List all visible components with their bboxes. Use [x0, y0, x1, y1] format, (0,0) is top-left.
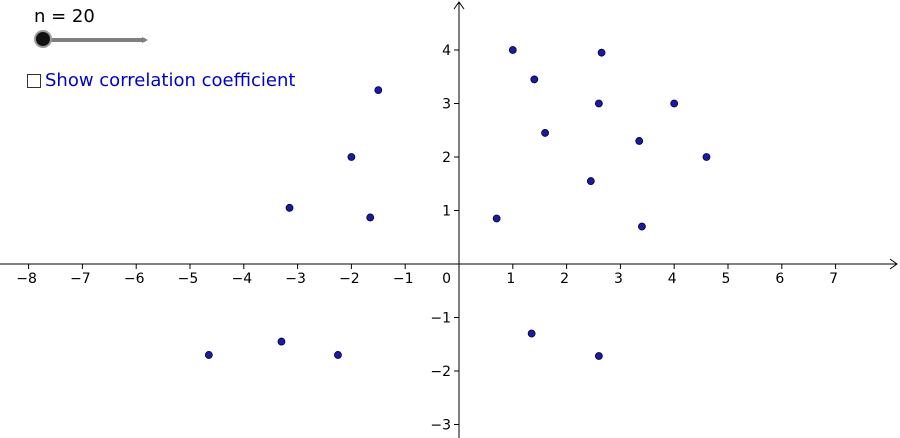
y-tick-label: −2: [430, 364, 451, 380]
data-point[interactable]: [670, 99, 679, 108]
slider-label: n = 20: [34, 6, 95, 27]
tick-labels: −8 −7 −6 −5 −4 −3 −2 −1 1 2 3 4 5 6 7 −3 −2 −1 1 2 3 4 0: [16, 43, 838, 434]
correlation-checkbox[interactable]: [27, 73, 41, 88]
x-tick-label: 1: [506, 271, 515, 287]
data-point[interactable]: [527, 329, 536, 338]
x-tick-label: −7: [70, 271, 91, 287]
data-point[interactable]: [366, 213, 375, 222]
data-point[interactable]: [702, 153, 711, 161]
correlation-checkbox-label[interactable]: Show correlation coefficient: [45, 70, 296, 91]
x-tick-label: 3: [614, 271, 623, 287]
x-tick-label: 2: [560, 271, 569, 287]
x-axis-arrow: [889, 258, 898, 270]
data-point[interactable]: [586, 177, 595, 185]
data-point[interactable]: [638, 222, 646, 231]
y-tick-label: −3: [430, 418, 451, 434]
data-point[interactable]: [285, 203, 294, 212]
slider-track[interactable]: [42, 38, 146, 42]
x-tick-label: 4: [668, 271, 677, 287]
data-point[interactable]: [594, 352, 603, 360]
y-tick-label: 4: [442, 43, 451, 59]
x-tick-label: −4: [231, 271, 252, 287]
data-point[interactable]: [541, 129, 549, 137]
x-tick-label: −3: [285, 271, 306, 287]
y-tick-label: −1: [430, 311, 451, 327]
x-tick-label: 6: [775, 271, 784, 287]
data-point[interactable]: [492, 214, 501, 223]
data-point[interactable]: [508, 46, 517, 54]
data-point[interactable]: [374, 86, 383, 95]
y-tick-label: 3: [442, 97, 451, 113]
data-point[interactable]: [277, 337, 286, 346]
x-tick-label: −6: [124, 271, 145, 287]
x-tick-label: 5: [722, 271, 731, 287]
data-point[interactable]: [334, 351, 342, 359]
data-point[interactable]: [530, 75, 539, 84]
y-tick-label: 2: [442, 150, 451, 166]
x-tick-label: 7: [829, 271, 838, 287]
y-tick-label: 1: [442, 204, 451, 220]
correlation-toggle[interactable]: Show correlation coefficient: [27, 70, 295, 91]
y-axis-arrow: [453, 1, 465, 10]
data-point[interactable]: [635, 137, 644, 145]
x-tick-label: −5: [178, 271, 199, 287]
n-slider[interactable]: [36, 30, 150, 50]
tick-marks: [28, 49, 837, 425]
origin-label: 0: [442, 271, 451, 287]
data-point[interactable]: [204, 351, 213, 359]
data-point[interactable]: [347, 153, 356, 161]
x-tick-label: −1: [393, 271, 414, 287]
data-points: [204, 46, 711, 360]
x-tick-label: −2: [339, 271, 360, 287]
data-point[interactable]: [594, 99, 603, 108]
slider-track-end: [142, 37, 148, 43]
slider-knob[interactable]: [36, 32, 50, 46]
data-point[interactable]: [597, 48, 606, 57]
x-tick-label: −8: [16, 271, 37, 287]
